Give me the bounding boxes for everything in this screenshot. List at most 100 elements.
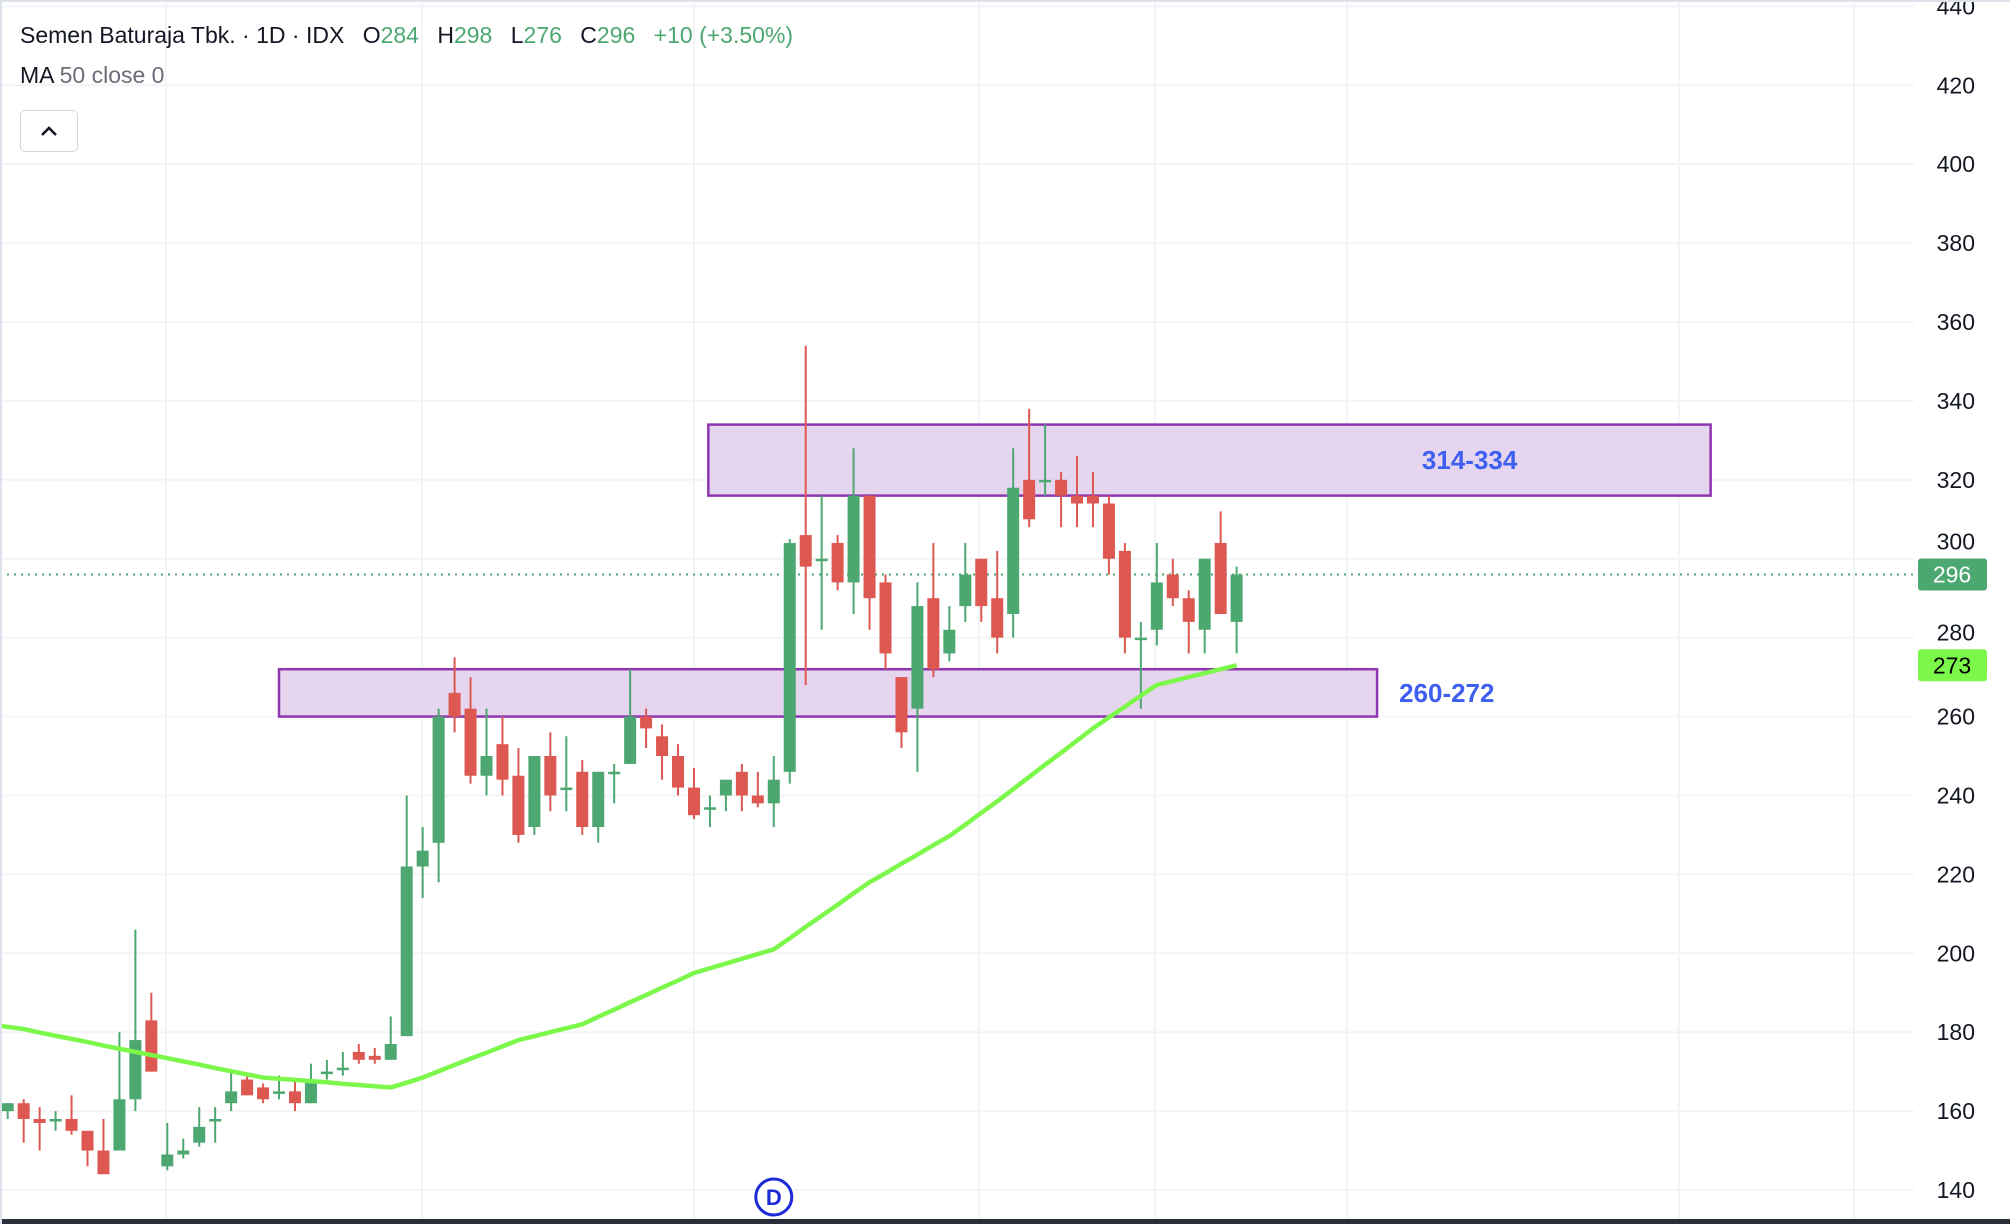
left-border bbox=[0, 0, 2, 1224]
candle-body bbox=[895, 677, 908, 733]
candle-body bbox=[1166, 574, 1179, 599]
candle-down bbox=[975, 558, 988, 622]
candle-down bbox=[33, 1107, 46, 1151]
candle-up bbox=[209, 1107, 222, 1143]
candle-down bbox=[544, 732, 557, 812]
chevron-up-icon bbox=[41, 126, 57, 136]
candle-body bbox=[49, 1118, 62, 1122]
price-tick-label: 440 bbox=[1937, 0, 1975, 19]
candle-up bbox=[560, 736, 573, 812]
candle-body bbox=[863, 495, 876, 599]
candle-body bbox=[1102, 503, 1115, 559]
candle-up bbox=[959, 542, 972, 622]
candle-up bbox=[432, 708, 445, 883]
symbol-name[interactable]: Semen Baturaja Tbk. bbox=[20, 22, 236, 48]
candle-body bbox=[304, 1079, 317, 1104]
candle-body bbox=[209, 1118, 222, 1122]
ma-line bbox=[0, 663, 1238, 1090]
candle-up bbox=[815, 495, 828, 630]
candle-down bbox=[1102, 495, 1115, 575]
price-tick-label: 240 bbox=[1937, 782, 1975, 808]
candle-body bbox=[384, 1044, 397, 1060]
candle-down bbox=[687, 767, 700, 820]
candle-up bbox=[528, 756, 541, 835]
candle-down bbox=[863, 495, 876, 630]
open-value: 284 bbox=[380, 22, 419, 48]
candle-down bbox=[879, 574, 892, 670]
candle-down bbox=[1182, 590, 1195, 654]
candle-down bbox=[448, 657, 461, 733]
candle-up bbox=[113, 1032, 126, 1151]
candle-down bbox=[288, 1079, 301, 1112]
candle-up bbox=[193, 1107, 206, 1147]
candle-body bbox=[1150, 582, 1163, 630]
candle-up bbox=[767, 756, 780, 828]
chart-legend: Semen Baturaja Tbk. · 1D · IDX O284 H298… bbox=[20, 18, 793, 98]
candle-body bbox=[464, 708, 477, 776]
candle-body bbox=[815, 558, 828, 562]
candle-down bbox=[1118, 542, 1131, 654]
candle-body bbox=[416, 850, 429, 867]
indicator-name: MA bbox=[20, 62, 54, 88]
collapse-legend-button[interactable] bbox=[20, 110, 78, 152]
zone-box bbox=[707, 423, 1712, 497]
candle-down bbox=[735, 763, 748, 812]
symbol-row: Semen Baturaja Tbk. · 1D · IDX O284 H298… bbox=[20, 18, 793, 58]
candle-up bbox=[847, 448, 860, 614]
candle-down bbox=[257, 1083, 270, 1104]
candle-body bbox=[911, 606, 924, 709]
price-tick-label: 160 bbox=[1937, 1098, 1975, 1124]
candle-body bbox=[608, 771, 621, 775]
change-value: +10 (+3.50%) bbox=[653, 22, 794, 48]
candle-body bbox=[432, 716, 445, 843]
candle-body bbox=[1230, 574, 1243, 622]
candle-body bbox=[560, 787, 573, 791]
candle-body bbox=[193, 1126, 206, 1143]
candle-body bbox=[1007, 487, 1020, 614]
dividend-marker-icon[interactable]: D bbox=[754, 1177, 794, 1217]
candle-body bbox=[496, 744, 509, 780]
candle-body bbox=[1134, 637, 1147, 641]
candle-up bbox=[336, 1051, 349, 1076]
bottom-border bbox=[0, 1219, 2010, 1224]
candle-down bbox=[831, 535, 844, 591]
open-label: O bbox=[362, 22, 381, 48]
ma-price-value: 273 bbox=[1933, 652, 1971, 678]
candle-body bbox=[1023, 479, 1036, 520]
candle-body bbox=[831, 542, 844, 583]
candle-up bbox=[1007, 448, 1020, 638]
candle-up bbox=[129, 929, 142, 1112]
last-price-tag: 296 bbox=[1918, 558, 1987, 591]
candle-up bbox=[783, 539, 796, 784]
candle-down bbox=[640, 708, 653, 749]
candle-body bbox=[799, 535, 812, 567]
candle-down bbox=[464, 677, 477, 784]
indicator-row[interactable]: MA 50 close 0 bbox=[20, 58, 793, 98]
candle-up bbox=[320, 1059, 333, 1080]
candle-up bbox=[225, 1071, 238, 1112]
candle-body bbox=[448, 692, 461, 717]
zone-box bbox=[277, 667, 1379, 718]
candle-up bbox=[943, 606, 956, 662]
low-value: 276 bbox=[523, 22, 562, 48]
candle-body bbox=[879, 582, 892, 654]
price-axis[interactable] bbox=[1914, 0, 2010, 1224]
candle-body bbox=[1086, 495, 1099, 504]
exchange: IDX bbox=[305, 22, 345, 48]
last-price-value: 296 bbox=[1933, 562, 1971, 588]
candle-body bbox=[177, 1150, 190, 1155]
interval[interactable]: 1D bbox=[256, 22, 286, 48]
high-value: 298 bbox=[453, 22, 493, 48]
candle-down bbox=[1086, 471, 1099, 528]
candle-up bbox=[1230, 566, 1243, 654]
close-label: C bbox=[580, 22, 597, 48]
candle-up bbox=[911, 582, 924, 772]
separator: · bbox=[291, 22, 300, 48]
candle-up bbox=[384, 1016, 397, 1060]
candle-body bbox=[1214, 542, 1227, 614]
candle-body bbox=[544, 756, 557, 796]
candle-body bbox=[847, 495, 860, 583]
candle-body bbox=[336, 1067, 349, 1071]
